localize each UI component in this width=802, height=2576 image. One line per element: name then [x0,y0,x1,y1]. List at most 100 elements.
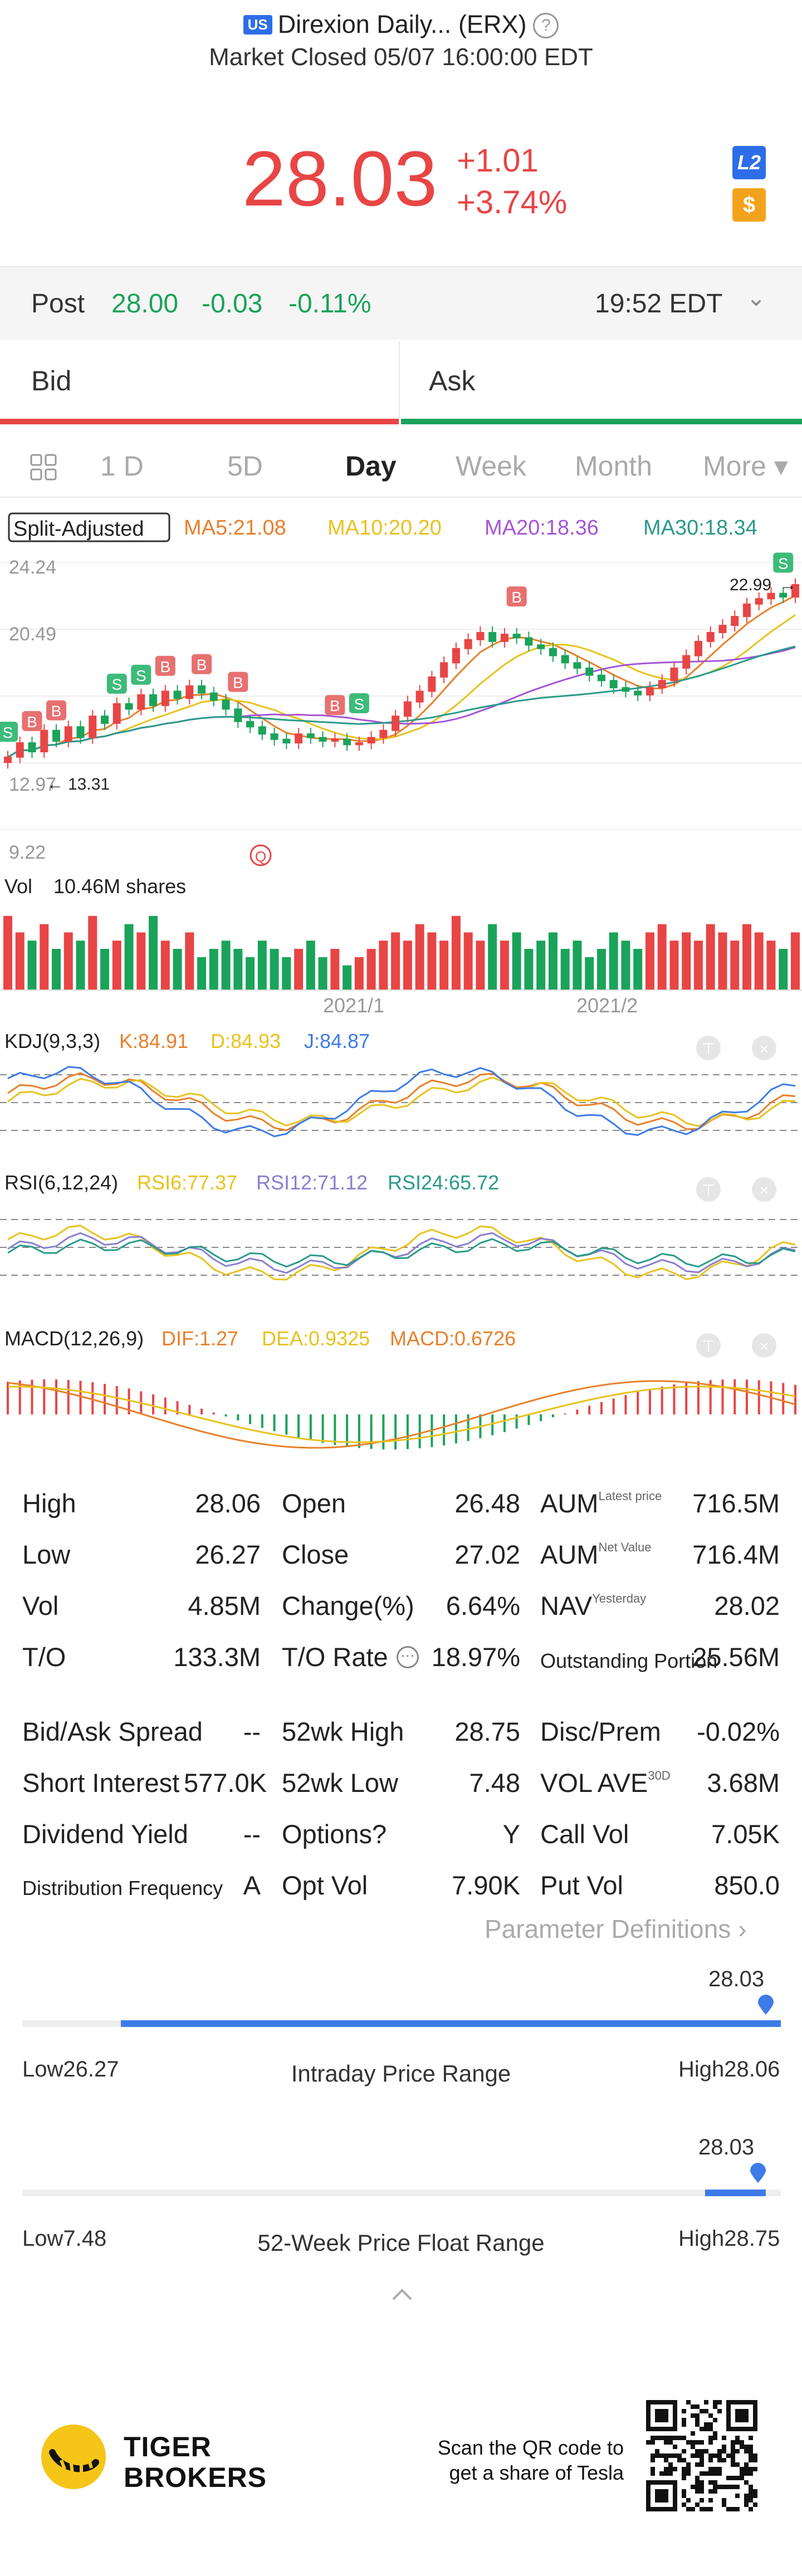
chevron-down-icon[interactable]: ⌄ [746,285,766,311]
dea-line [7,1385,796,1443]
buy-signal[interactable]: B [228,672,248,692]
candle-body [16,742,24,758]
parameter-definitions-link[interactable]: Parameter Definitions › [485,1914,746,1944]
stat-value: 18.97% [431,1642,520,1672]
candle-body [52,729,61,742]
signal-badge [506,586,527,607]
buy-signal[interactable]: B [155,655,175,676]
ask-label[interactable]: Ask [429,365,476,396]
tab-month[interactable]: Month [575,450,652,482]
qr-caption-line2: get a share of Tesla [449,2461,624,2484]
post-price: 28.00 [111,289,179,319]
sell-signal[interactable]: S [773,552,794,573]
tab-5d[interactable]: 5D [227,450,263,482]
candle-body [500,634,508,642]
post-market-row[interactable] [0,267,802,340]
stat-value: 577.0K [184,1768,267,1798]
ask-bar [401,419,802,424]
macd-bar [31,1379,33,1414]
qr-code[interactable] [646,2400,757,2511]
candle-body [392,716,400,731]
qr-module [722,2485,726,2489]
kdj-controls[interactable]: ⊤ × [696,1036,776,1060]
split-adjusted-box[interactable] [8,512,170,542]
tab-1d[interactable]: 1 D [100,450,144,482]
buy-signal[interactable]: B [46,700,67,721]
stat-label-vol-ave: VOL AVE30D [540,1767,671,1798]
chevron-up-icon[interactable] [390,2286,414,2303]
macd-bar [673,1384,676,1414]
volume-bar [63,932,73,990]
rsi6-label: RSI6:77.37 [137,1171,237,1194]
candle-body [161,690,169,706]
candle-body [270,733,278,740]
sell-signal[interactable]: S [0,722,18,742]
more-info-icon[interactable]: ⋯ [397,1646,419,1668]
candle-body [440,662,448,678]
qr-module [708,2467,713,2471]
macd-name: MACD(12,26,9) [4,1327,144,1350]
candle-body [137,694,145,710]
buy-signal[interactable]: B [192,654,212,674]
candle-body [246,721,255,728]
qr-module [691,2413,695,2418]
q-marker[interactable]: Q [255,848,266,865]
bid-label[interactable]: Bid [31,365,72,396]
candle-body [452,648,460,664]
macd-bar [515,1414,518,1429]
pin-icon[interactable] [696,1333,721,1358]
q-marker-icon[interactable] [250,844,272,866]
rsi-controls[interactable]: ⊤ × [696,1177,776,1202]
qr-finder [735,2409,749,2422]
pin-glyph: ⊤ [702,1182,715,1199]
dollar-icon[interactable]: $ [732,188,766,222]
qr-module [726,2485,731,2489]
tab-more[interactable]: More ▾ [703,450,788,482]
qr-module [704,2409,708,2413]
grid-icon[interactable] [29,453,59,483]
volume-bar [548,932,558,990]
stock-chart[interactable]: Split-Adjusted MA5:21.08 MA10:20.20 MA20… [0,501,802,1459]
buy-signal[interactable]: B [506,586,527,607]
qr-module [749,2507,753,2511]
qr-module [700,2440,704,2445]
tab-day[interactable]: Day [345,450,397,482]
macd-dea: DEA:0.9325 [262,1327,370,1350]
volume-bar [779,949,788,990]
help-icon[interactable]: ? [533,13,559,38]
macd-bar [176,1401,179,1414]
candle-body [767,592,775,600]
qr-module [717,2453,722,2458]
sell-signal[interactable]: S [106,673,127,694]
sell-signal[interactable]: S [349,693,369,713]
stat-sup: Net Value [598,1540,652,1554]
macd-bar [745,1379,748,1414]
qr-module [740,2467,744,2471]
tab-week[interactable]: Week [456,450,526,482]
macd-bar [794,1384,796,1414]
close-icon[interactable] [752,1177,776,1202]
stock-title[interactable]: Direxion Daily... (ERX) [277,10,527,38]
qr-module [749,2485,753,2489]
level2-icon[interactable]: L2 [732,146,766,179]
indicator-line [7,1232,796,1274]
buy-signal[interactable]: B [22,711,42,731]
sell-signal[interactable]: S [131,664,151,685]
qr-module [651,2467,655,2471]
qr-module [735,2440,740,2445]
volume-bar [160,941,170,990]
stat-label: Open [282,1488,346,1518]
pin-icon[interactable] [696,1177,721,1202]
close-icon[interactable] [752,1333,776,1358]
macd-bar [152,1394,155,1414]
close-icon[interactable] [752,1036,776,1060]
macd-bar [685,1382,688,1414]
kdj-j: J:84.87 [304,1030,370,1052]
volume-bar [185,932,194,990]
buy-signal[interactable]: B [325,695,345,716]
candle-body [622,687,630,692]
split-adjusted-label[interactable]: Split-Adjusted [13,517,144,541]
macd-controls[interactable]: ⊤ × [696,1333,776,1358]
pin-icon[interactable] [696,1036,721,1060]
